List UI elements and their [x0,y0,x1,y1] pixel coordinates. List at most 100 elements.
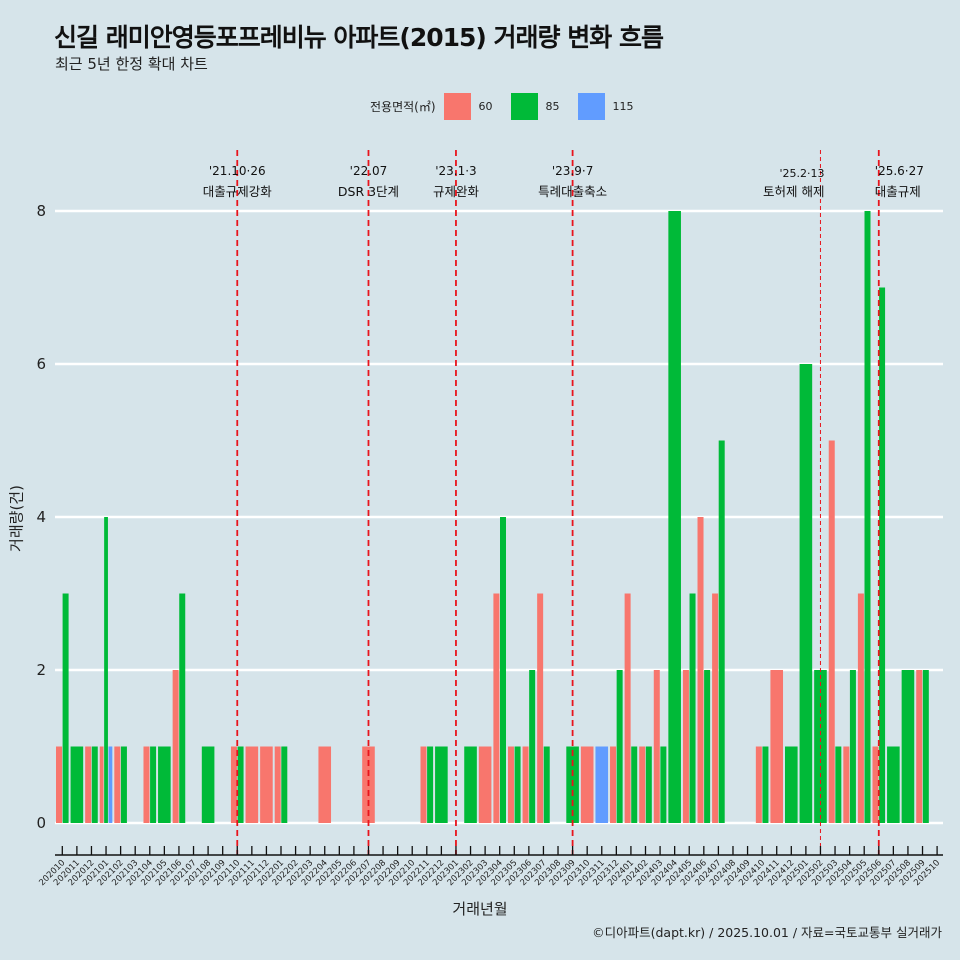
bar-85-202010 [62,593,69,823]
bar-60-202012 [85,746,92,823]
y-tick-label: 6 [36,355,46,373]
annotation-date: '23.9·7 [552,164,593,178]
bar-60-202509 [916,670,923,823]
bar-85-202401 [631,746,638,823]
bar-60-202204 [318,746,332,823]
bar-85-202104 [150,746,157,823]
bar-60-202112 [260,746,273,823]
annotation-label: 특례대출축소 [538,184,607,199]
bar-85-202012 [91,746,98,823]
legend-label-85: 85 [545,100,560,113]
bar-85-202307 [543,746,550,823]
annotation-label: DSR 3단계 [338,184,399,199]
bar-60-202304 [493,593,500,823]
bar-85-202304 [500,517,506,823]
bar-85-202505 [864,211,871,823]
bar-60-202506 [872,746,879,823]
bar-85-202011 [70,746,84,823]
bar-60-202201 [274,746,281,823]
bar-85-202105 [158,746,171,823]
bar-85-202211 [427,746,434,823]
bar-85-202402 [645,746,652,823]
bar-85-202406 [704,670,711,823]
bar-85-202407 [718,440,725,823]
bar-85-202108 [201,746,215,823]
bar-60-202306 [522,746,529,823]
bar-60-202406 [697,517,704,823]
legend-label-60: 60 [478,100,493,113]
bar-85-202306 [529,670,536,823]
bar-60-202102 [114,746,121,823]
bar-60-202310 [580,746,594,823]
bar-115-202311 [595,746,609,823]
bar-85-202506 [879,287,886,823]
chart-title: 신길 래미안영등포프레비뉴 아파트(2015) 거래량 변화 흐름 [54,23,664,52]
bar-85-202508 [901,670,915,823]
annotation-label: 대출규제 [875,184,921,199]
annotation-date: '21.10·26 [209,164,266,178]
y-tick-label: 4 [36,508,46,526]
bar-60-202211 [420,746,427,823]
bar-85-202501 [799,364,813,823]
annotation-date: '22.07 [350,164,388,178]
bar-60-202307 [537,593,544,823]
bar-60-202410 [755,746,762,823]
bar-60-202402 [639,746,646,823]
bar-60-202411 [770,670,784,823]
bar-85-202509 [922,670,929,823]
bar-60-202312 [610,746,617,823]
bar-60-202403 [653,670,660,823]
annotation-label: 토허제 해제 [763,184,824,199]
annotation-date: '23.1·3 [435,164,476,178]
bar-85-202404 [668,211,681,823]
y-axis-title: 거래량(건) [7,485,26,552]
y-tick-label: 8 [36,202,46,220]
bar-60-202504 [843,746,850,823]
x-axis-title: 거래년월 [452,900,508,918]
bar-60-202407 [712,593,719,823]
bar-60-202505 [857,593,864,823]
bar-85-202305 [514,746,521,823]
legend-swatch-85 [510,93,538,120]
bar-85-202101 [104,517,108,823]
y-tick-label: 2 [36,661,46,679]
annotation-label: 규제완화 [433,184,480,199]
legend-label-115: 115 [612,100,634,113]
bar-60-202303 [478,746,492,823]
bar-60-202010 [56,746,62,823]
source-caption: ©디아파트(dapt.kr) / 2025.10.01 / 자료=국토교통부 실… [592,925,942,940]
bar-85-202405 [689,593,696,823]
bar-85-202302 [464,746,477,823]
bar-85-202102 [120,746,127,823]
bar-85-202212 [435,746,448,823]
bar-85-202410 [762,746,769,823]
bar-85-202503 [835,746,842,823]
bar-85-202412 [785,746,798,823]
annotation-date: '25.6·27 [875,164,924,178]
annotation-label: 대출규제강화 [203,184,273,199]
bar-85-202110 [237,746,244,823]
bar-60-202503 [828,440,835,823]
bar-85-202403 [660,746,667,823]
bar-60-202401 [624,593,631,823]
legend: 전용면적(㎡) 60 85 115 [370,93,652,120]
bar-60-202110 [230,746,237,823]
bar-60-202104 [143,746,150,823]
bar-115-202101 [108,746,113,823]
bar-85-202312 [616,670,623,823]
legend-swatch-60 [443,93,471,120]
bar-85-202507 [887,746,900,823]
legend-title: 전용면적(㎡) [370,100,436,114]
bar-60-202305 [507,746,514,823]
bar-85-202201 [281,746,288,823]
annotation-date: '25.2·13 [779,167,824,180]
y-tick-label: 0 [36,814,46,832]
bar-85-202504 [849,670,856,823]
bar-60-202405 [682,670,689,823]
chart-subtitle: 최근 5년 한정 확대 차트 [55,55,208,73]
bar-60-202111 [245,746,259,823]
bar-60-202106 [172,670,179,823]
legend-swatch-115 [577,93,605,120]
bar-60-202101 [99,746,104,823]
